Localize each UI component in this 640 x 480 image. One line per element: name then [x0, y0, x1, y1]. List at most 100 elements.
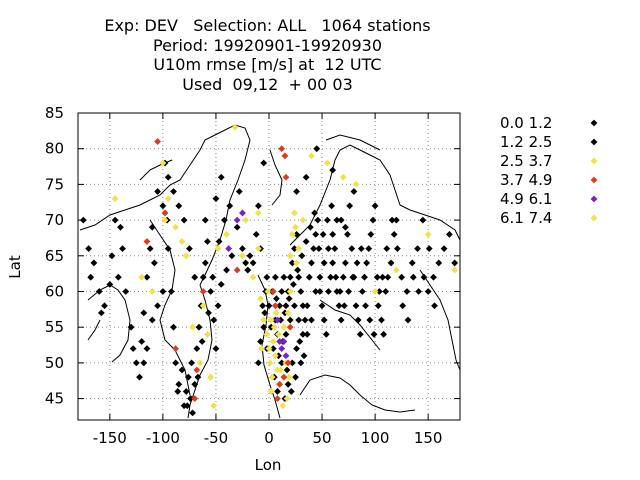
- data-point: [183, 402, 191, 410]
- data-point: [344, 230, 351, 238]
- data-point: [85, 245, 93, 253]
- data-point: [286, 273, 294, 281]
- data-point: [375, 288, 383, 295]
- data-point: [354, 316, 362, 324]
- data-point: [194, 373, 202, 381]
- data-point: [451, 259, 459, 267]
- legend-marker: [590, 214, 598, 222]
- data-point: [191, 273, 199, 281]
- data-point: [196, 359, 204, 367]
- data-point: [335, 302, 343, 310]
- data-point: [320, 259, 328, 267]
- data-point: [312, 288, 320, 295]
- data-point: [280, 323, 288, 331]
- data-point: [138, 273, 146, 281]
- data-point: [182, 388, 190, 395]
- data-point: [164, 195, 172, 203]
- data-point: [184, 373, 192, 381]
- y-tick-label: 80: [45, 140, 64, 158]
- legend-label: 4.9 6.1: [500, 190, 552, 208]
- title-line-used: Used 09,12 + 00 03: [182, 74, 353, 94]
- data-point: [210, 316, 218, 324]
- data-point: [282, 330, 290, 338]
- data-point: [151, 259, 158, 267]
- data-point: [315, 245, 323, 253]
- data-point: [276, 338, 284, 345]
- data-point: [242, 216, 250, 224]
- x-tick-label: -150: [93, 429, 127, 447]
- data-point: [325, 288, 332, 295]
- data-point: [282, 352, 290, 360]
- data-point: [204, 330, 211, 338]
- data-point: [154, 188, 161, 195]
- data-point: [404, 316, 412, 324]
- data-point: [337, 316, 345, 324]
- data-point: [244, 266, 252, 274]
- data-point: [329, 230, 337, 238]
- data-point: [159, 159, 167, 167]
- data-point: [332, 273, 340, 281]
- series-3: [143, 138, 294, 402]
- data-point: [388, 216, 396, 224]
- data-point: [170, 188, 177, 195]
- data-point: [265, 345, 273, 353]
- legend-marker: [590, 195, 598, 203]
- data-point: [420, 273, 428, 281]
- data-point: [281, 152, 289, 160]
- data-point: [122, 288, 130, 295]
- data-point: [214, 302, 222, 310]
- data-point: [361, 273, 368, 281]
- data-point: [127, 323, 135, 331]
- data-point: [114, 273, 122, 281]
- data-point: [308, 316, 315, 324]
- data-point: [143, 273, 151, 281]
- data-point: [276, 380, 284, 388]
- title-line-period: Period: 19920901-19920930: [152, 35, 382, 55]
- x-tick-label: 100: [361, 429, 390, 447]
- data-point: [260, 159, 268, 167]
- data-point: [263, 330, 271, 338]
- data-point: [205, 309, 212, 317]
- data-point: [154, 138, 161, 145]
- data-point: [275, 330, 282, 338]
- data-point: [191, 380, 199, 388]
- data-point: [370, 330, 378, 338]
- data-point: [254, 245, 262, 253]
- x-tick-label: -100: [146, 429, 180, 447]
- legend-marker: [590, 138, 598, 146]
- y-tick-label: 55: [45, 318, 64, 336]
- data-point: [254, 202, 262, 210]
- data-point: [353, 259, 361, 267]
- x-tick-label: 0: [264, 429, 274, 447]
- data-point: [333, 216, 341, 224]
- data-point: [231, 123, 239, 131]
- data-point: [346, 202, 354, 210]
- data-point: [349, 273, 357, 281]
- y-axis-label: Lat: [6, 255, 24, 279]
- data-point: [414, 245, 421, 253]
- data-point: [172, 359, 180, 367]
- data-point: [258, 345, 265, 353]
- legend-label: 0.0 1.2: [500, 114, 552, 132]
- data-point: [290, 280, 297, 288]
- coastline-map: [79, 124, 461, 419]
- series-5: [254, 209, 294, 353]
- data-point: [204, 238, 211, 245]
- data-point: [252, 230, 260, 238]
- data-point: [352, 302, 360, 310]
- data-point: [337, 216, 345, 224]
- data-point: [212, 195, 220, 203]
- data-point: [285, 373, 293, 381]
- chart-title: Exp: DEV Selection: ALL 1064 stations Pe…: [0, 16, 535, 94]
- data-point: [288, 230, 296, 238]
- data-point: [79, 216, 87, 224]
- data-point: [305, 273, 313, 281]
- data-point: [287, 388, 295, 395]
- data-point: [242, 259, 250, 267]
- data-point: [274, 316, 281, 324]
- data-point: [323, 216, 331, 224]
- data-point: [299, 330, 307, 338]
- data-point: [193, 366, 201, 374]
- data-point: [246, 252, 254, 260]
- data-point: [146, 245, 154, 253]
